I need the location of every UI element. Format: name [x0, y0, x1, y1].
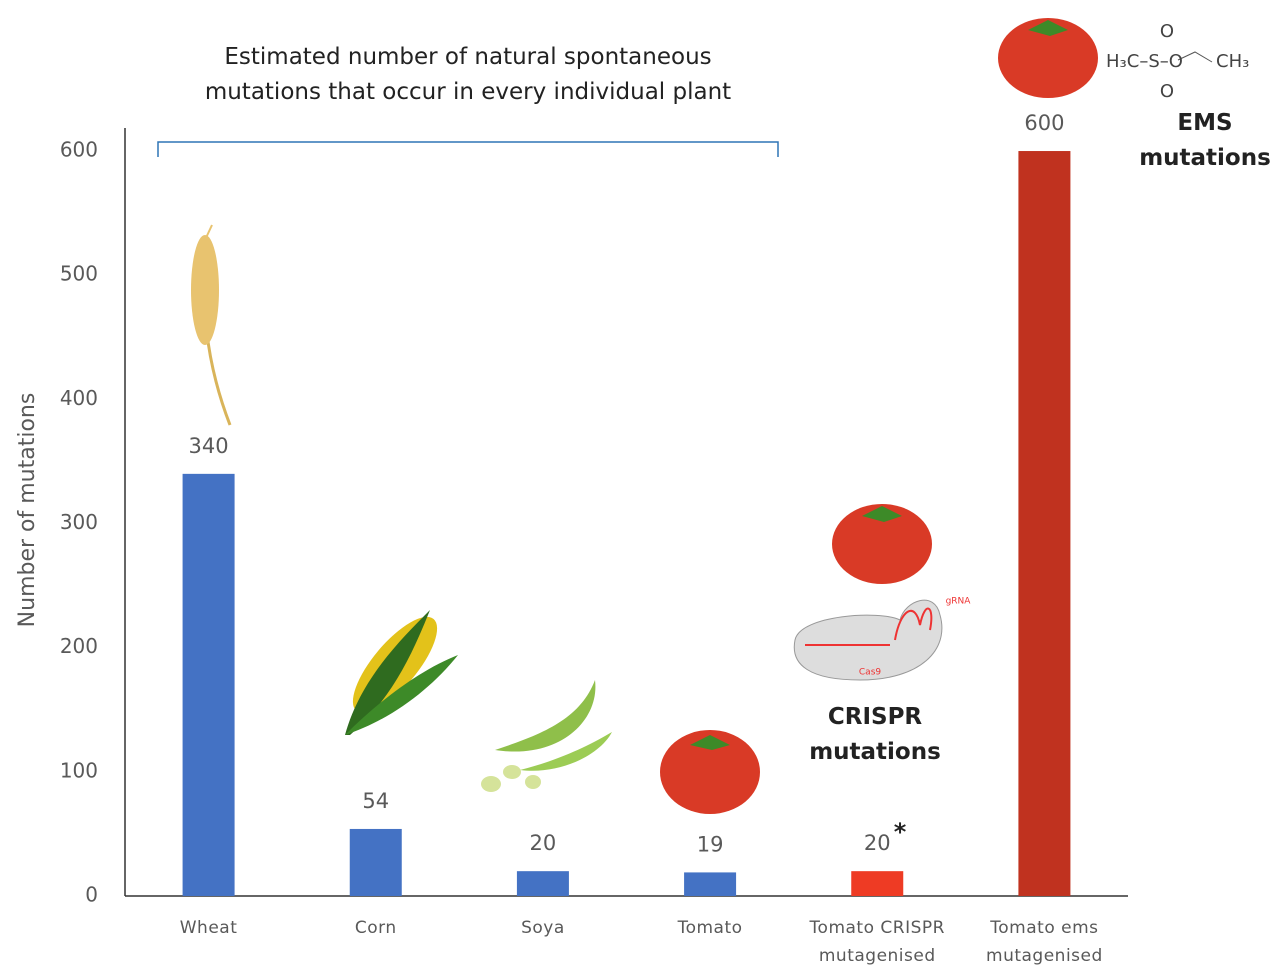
annotation: gRNA [946, 597, 972, 607]
bar [182, 473, 235, 896]
y-tick-label: 400 [60, 386, 98, 410]
bar [851, 871, 904, 896]
x-tick-label: Soya [521, 918, 565, 938]
value-label: 54 [362, 789, 389, 813]
x-tick-label: Tomato ems mutagenised [986, 918, 1103, 966]
value-label: 340 [189, 434, 229, 458]
bar [684, 872, 737, 896]
x-tick-label: Tomato CRISPR mutagenised [809, 918, 945, 966]
annotation: H₃C–S–O [1106, 51, 1183, 72]
x-tick-label: Wheat [179, 918, 238, 938]
value-label: 600 [1024, 111, 1064, 135]
tomato-icon [832, 504, 932, 584]
corn-icon [345, 610, 458, 735]
annotation: CH₃ [1216, 51, 1249, 72]
wheat-icon [191, 224, 232, 426]
y-tick-label: 100 [60, 758, 98, 782]
annotation: Estimated number of natural spontaneous … [204, 44, 732, 105]
y-tick-label: 500 [60, 262, 98, 286]
tomato-icon [998, 18, 1098, 98]
bond [1177, 51, 1213, 63]
y-tick-label: 0 [85, 883, 98, 907]
annotation: EMS mutations [1139, 110, 1271, 171]
bar [349, 828, 402, 896]
tomato-icon [660, 730, 760, 814]
bar [516, 871, 569, 896]
y-axis-label: Number of mutations [15, 393, 40, 628]
y-tick-label: 300 [60, 510, 98, 534]
annotation: * [894, 818, 907, 846]
soy-icon [481, 680, 612, 792]
annotation: Cas9 [859, 668, 881, 678]
annotation: CRISPR mutations [809, 704, 941, 765]
annotation: O [1160, 81, 1174, 102]
value-label: 19 [697, 832, 724, 856]
x-tick-label: Corn [354, 918, 397, 938]
x-tick-label: Tomato [677, 918, 743, 938]
y-tick-label: 200 [60, 634, 98, 658]
y-tick-label: 600 [60, 138, 98, 162]
bracket [157, 141, 779, 157]
annotation: O [1160, 21, 1174, 42]
value-label: 20 [530, 831, 557, 855]
bar [1018, 151, 1071, 897]
value-label: 20 [864, 831, 891, 855]
cas9-icon [793, 599, 943, 681]
